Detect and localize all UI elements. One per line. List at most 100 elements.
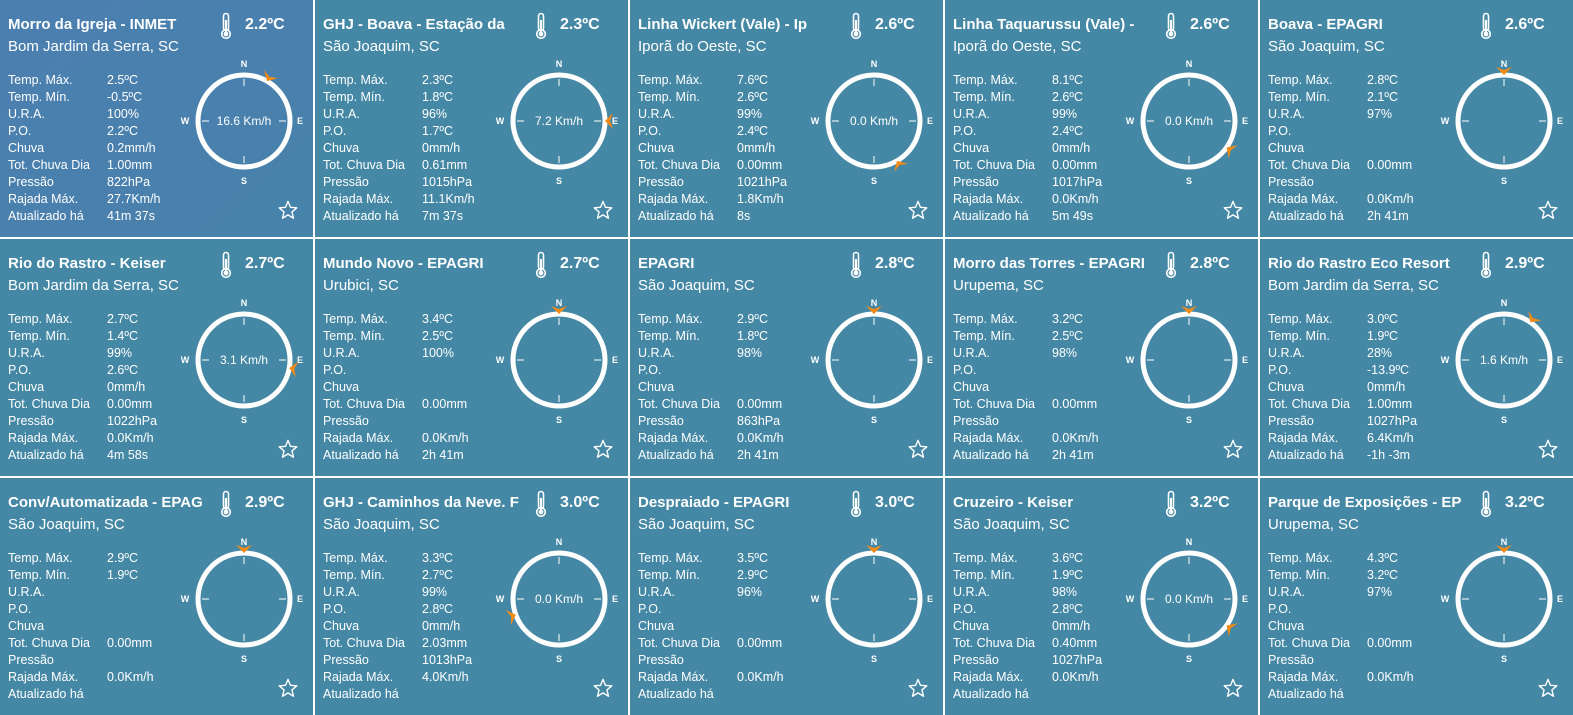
stat-label: Rajada Máx.: [638, 670, 709, 684]
stat-ura: U.R.A. 96%: [323, 106, 475, 123]
compass-east-label: E: [612, 594, 618, 604]
thermometer-icon: [1480, 251, 1492, 279]
stat-label: Rajada Máx.: [953, 670, 1024, 684]
stat-label: U.R.A.: [953, 107, 990, 121]
station-card[interactable]: Morro da Igreja - INMET Bom Jardim da Se…: [0, 0, 313, 237]
station-card[interactable]: Despraiado - EPAGRI São Joaquim, SC 3.0º…: [630, 478, 943, 715]
station-card[interactable]: Morro das Torres - EPAGRI Urupema, SC 2.…: [945, 239, 1258, 476]
favorite-star-icon[interactable]: [277, 199, 299, 221]
favorite-star-icon[interactable]: [1222, 199, 1244, 221]
favorite-star-icon[interactable]: [907, 438, 929, 460]
stat-label: P.O.: [953, 363, 977, 377]
stat-label: Pressão: [953, 414, 999, 428]
wind-compass: N S W E: [1126, 298, 1248, 425]
favorite-star-icon[interactable]: [1537, 677, 1559, 699]
stat-value: 0.0Km/h: [107, 431, 154, 445]
favorite-star-icon[interactable]: [907, 199, 929, 221]
stat-rajada-max: Rajada Máx. 0.0Km/h: [1268, 191, 1414, 208]
stat-label: Temp. Mín.: [953, 568, 1015, 582]
station-card[interactable]: Mundo Novo - EPAGRI Urubici, SC 2.7ºC Te…: [315, 239, 628, 476]
stat-ura: U.R.A. 98%: [953, 584, 1102, 601]
station-name: GHJ - Boava - Estação da: [323, 16, 505, 33]
stat-label: Tot. Chuva Dia: [8, 636, 90, 650]
stat-value: 1027hPa: [1367, 414, 1418, 428]
stat-label: Tot. Chuva Dia: [1268, 158, 1350, 172]
station-card[interactable]: GHJ - Boava - Estação da São Joaquim, SC…: [315, 0, 628, 237]
station-card[interactable]: Conv/Automatizada - EPAG São Joaquim, SC…: [0, 478, 313, 715]
stat-label: Atualizado há: [953, 209, 1029, 223]
stat-label: Tot. Chuva Dia: [323, 158, 405, 172]
stat-ura: U.R.A. 99%: [953, 106, 1102, 123]
station-card[interactable]: EPAGRI São Joaquim, SC 2.8ºC Temp. Máx. 2…: [630, 239, 943, 476]
station-card[interactable]: Linha Taquarussu (Vale) - Iporã do Oeste…: [945, 0, 1258, 237]
stat-value: 0mm/h: [737, 141, 776, 155]
stat-value: 0.00mm: [107, 397, 153, 411]
stat-ura: U.R.A. 99%: [638, 106, 787, 123]
favorite-star-icon[interactable]: [907, 677, 929, 699]
station-card[interactable]: Rio do Rastro Eco Resort Bom Jardim da S…: [1260, 239, 1573, 476]
stat-value: 2.8ºC: [1052, 602, 1083, 616]
stat-label: P.O.: [638, 602, 662, 616]
stat-label: Tot. Chuva Dia: [8, 397, 90, 411]
compass-west-label: W: [811, 355, 820, 365]
wind-direction-arrow-icon: [1226, 623, 1238, 637]
stat-pressao: Pressão 1015hPa: [323, 174, 475, 191]
stat-temp-min: Temp. Mín. 1.9ºC: [8, 567, 154, 584]
thermometer-icon: [1480, 12, 1492, 40]
station-card[interactable]: GHJ - Caminhos da Neve. F São Joaquim, S…: [315, 478, 628, 715]
thermometer-icon: [535, 12, 547, 40]
stat-value: 3.5ºC: [737, 551, 768, 565]
favorite-star-icon[interactable]: [1537, 199, 1559, 221]
favorite-star-icon[interactable]: [1222, 677, 1244, 699]
thermometer-icon: [535, 251, 547, 279]
favorite-star-icon[interactable]: [277, 438, 299, 460]
station-stats: Temp. Máx. 3.2ºC Temp. Mín. 2.5ºC U.R.A. 98…: [953, 311, 1099, 464]
wind-speed: 3.1 Km/h: [220, 353, 268, 367]
station-card[interactable]: Parque de Exposições - EP Urupema, SC 3.…: [1260, 478, 1573, 715]
stat-value: 96%: [737, 585, 763, 599]
current-temperature: 2.8ºC: [1190, 255, 1230, 272]
favorite-star-icon[interactable]: [1222, 438, 1244, 460]
stat-temp-min: Temp. Mín. 2.9ºC: [638, 567, 784, 584]
stat-label: P.O.: [1268, 602, 1292, 616]
stat-label: Pressão: [323, 175, 369, 189]
stat-value: 7.6ºC: [737, 73, 768, 87]
station-card[interactable]: Linha Wickert (Vale) - Ip Iporã do Oeste…: [630, 0, 943, 237]
stat-label: P.O.: [638, 363, 662, 377]
stat-label: Chuva: [8, 380, 45, 394]
stat-label: Chuva: [1268, 619, 1305, 633]
compass-south-label: S: [871, 176, 877, 186]
stat-label: Pressão: [638, 175, 684, 189]
favorite-star-icon[interactable]: [277, 677, 299, 699]
station-location: São Joaquim, SC: [323, 38, 440, 55]
compass-south-label: S: [871, 415, 877, 425]
compass-east-label: E: [612, 355, 618, 365]
stat-label: Rajada Máx.: [1268, 192, 1339, 206]
stat-tot-chuva-dia: Tot. Chuva Dia 0.00mm: [1268, 157, 1414, 174]
stat-label: Temp. Máx.: [638, 551, 703, 565]
stat-value: 0mm/h: [422, 619, 461, 633]
stat-label: Pressão: [1268, 653, 1314, 667]
stat-value: 98%: [1052, 585, 1078, 599]
stat-atualizado-ha: Atualizado há 7m 37s: [323, 208, 475, 225]
stat-label: Chuva: [953, 141, 990, 155]
stat-label: P.O.: [8, 124, 32, 138]
compass-north-label: N: [1186, 59, 1193, 69]
favorite-star-icon[interactable]: [592, 438, 614, 460]
station-card[interactable]: Rio do Rastro - Keiser Bom Jardim da Ser…: [0, 239, 313, 476]
wind-direction-arrow-icon: [605, 113, 613, 129]
compass-west-label: W: [811, 116, 820, 126]
stat-rajada-max: Rajada Máx. 0.0Km/h: [953, 191, 1102, 208]
favorite-star-icon[interactable]: [592, 199, 614, 221]
stat-po: P.O. 2.6ºC: [8, 362, 157, 379]
station-card[interactable]: Boava - EPAGRI São Joaquim, SC 2.6ºC Tem…: [1260, 0, 1573, 237]
wind-compass: N S W E 7.2 Km/h: [496, 59, 618, 186]
stat-chuva: Chuva 0mm/h: [953, 140, 1102, 157]
station-card[interactable]: Cruzeiro - Keiser São Joaquim, SC 3.2ºC …: [945, 478, 1258, 715]
favorite-star-icon[interactable]: [1537, 438, 1559, 460]
stat-value: 4m 58s: [107, 448, 148, 462]
favorite-star-icon[interactable]: [592, 677, 614, 699]
station-name: Parque de Exposições - EP: [1268, 494, 1462, 511]
thermometer-icon: [850, 490, 862, 518]
stat-value: 8s: [737, 209, 751, 223]
